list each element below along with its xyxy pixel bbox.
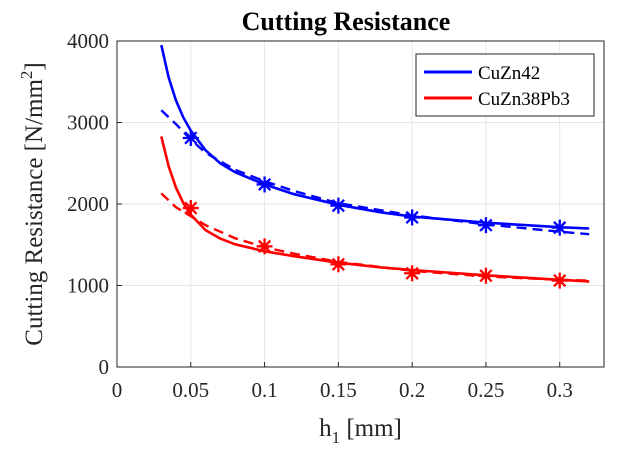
series-0-data-point <box>182 129 199 146</box>
y-tick-label: 3000 <box>67 111 109 135</box>
y-axis-label-superscript: 2 <box>17 71 36 80</box>
series-1-data-point <box>551 272 568 289</box>
series-0-dashed-fit-line <box>160 109 590 236</box>
y-tick-label: 2000 <box>67 192 109 216</box>
series-1-data-point <box>256 238 273 255</box>
series-1-data-point <box>477 267 494 284</box>
series-0-data-point <box>404 209 421 226</box>
x-tick-label: 0.3 <box>547 378 573 402</box>
x-axis-label: h1 [mm] <box>319 415 402 447</box>
chart-title: Cutting Resistance <box>242 7 451 36</box>
series-1-data-point <box>330 256 347 273</box>
x-tick-label: 0.2 <box>399 378 425 402</box>
series-0-data-point <box>330 197 347 214</box>
y-tick-label: 1000 <box>67 274 109 298</box>
legend: CuZn42 CuZn38Pb3 <box>415 53 595 117</box>
y-axis-label-main: Cutting Resistance [N/mm <box>21 79 48 346</box>
x-tick-label: 0.1 <box>251 378 277 402</box>
x-axis-label-main: h <box>319 415 332 442</box>
series-0-data-point <box>256 176 273 193</box>
series-1-data-point <box>182 200 199 217</box>
y-tick-label: 0 <box>99 355 110 379</box>
marker-layer <box>182 129 568 289</box>
x-axis-label-subscript: 1 <box>332 428 341 447</box>
x-tick-label: 0.15 <box>320 378 357 402</box>
series-0-data-point <box>551 219 568 236</box>
series-0-data-point <box>477 217 494 234</box>
legend-box <box>415 53 595 117</box>
x-axis-label-rest: [mm] <box>340 415 402 442</box>
y-axis-label-rest: ] <box>21 62 48 70</box>
legend-label: CuZn38Pb3 <box>478 89 570 110</box>
y-axis-label: Cutting Resistance [N/mm2] <box>17 62 48 345</box>
series-1-solid-fit-line <box>160 136 590 283</box>
x-tick-label: 0 <box>112 378 123 402</box>
x-tick-label: 0.25 <box>468 378 505 402</box>
series-0-solid-fit-line <box>160 44 590 230</box>
axis-ticks: 0 0.05 0.1 0.15 0.2 0.25 0.3 0 1000 2000 3000 4000 <box>67 29 573 402</box>
x-tick-label: 0.05 <box>172 378 209 402</box>
y-tick-label: 4000 <box>67 29 109 53</box>
legend-label: CuZn42 <box>478 63 540 84</box>
series-1-data-point <box>404 265 421 282</box>
